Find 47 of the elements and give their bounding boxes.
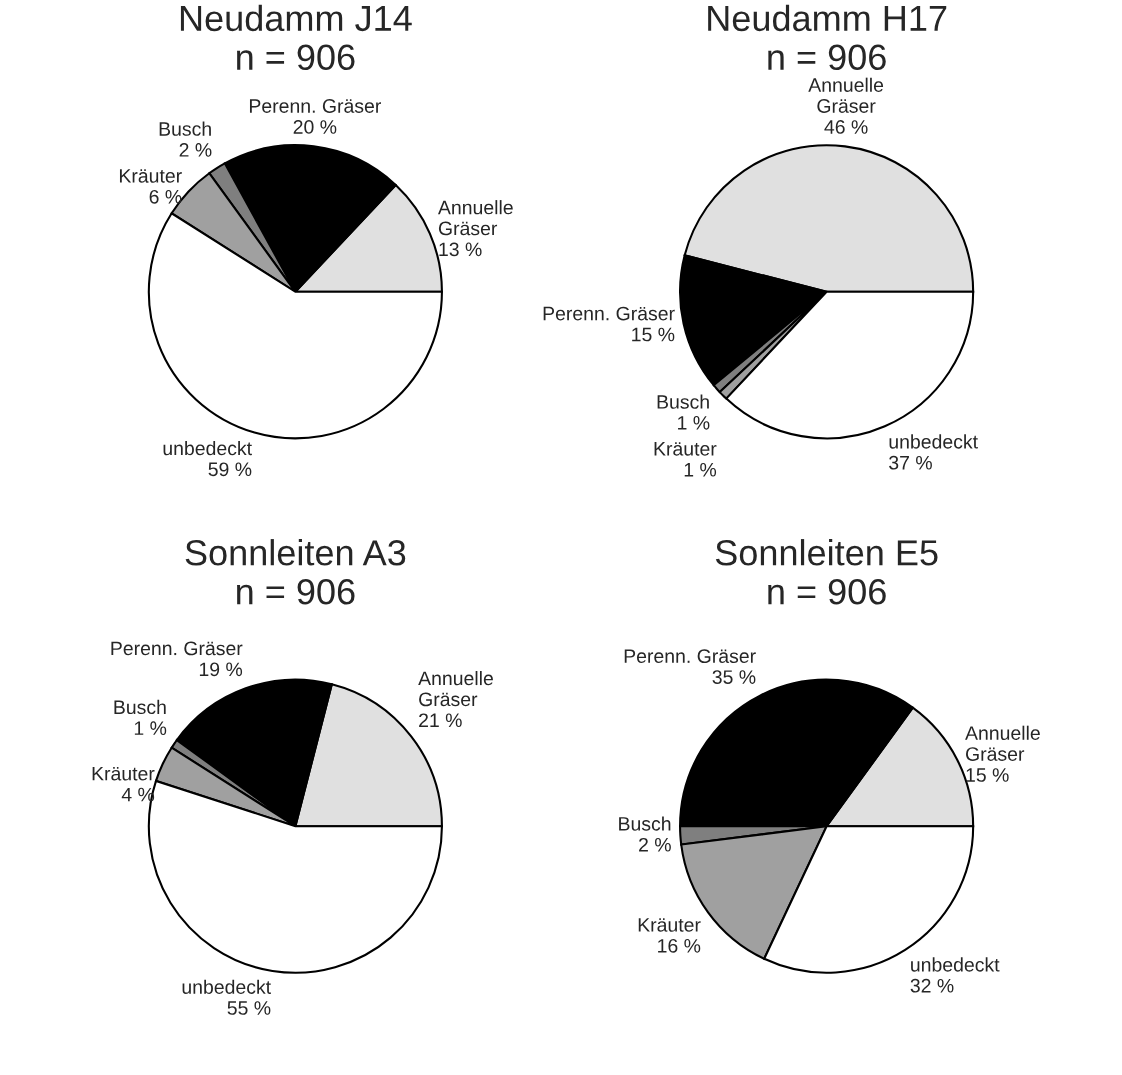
slice-label: Annuelle Gräser	[418, 670, 493, 707]
data-label: 35 %	[712, 670, 756, 684]
data-label: 32 %	[910, 978, 954, 993]
chart-title: Sonnleiten A3	[185, 539, 406, 566]
slice-label: Perenn. Gräser	[249, 99, 381, 113]
data-label: 46 %	[824, 120, 868, 134]
slice-label: Kräuter	[638, 918, 701, 932]
chart-title: Neudamm J14	[180, 4, 412, 32]
data-label: 13 %	[439, 242, 482, 257]
slice-label: Perenn. Gräser	[624, 649, 756, 664]
data-label: 37 %	[889, 455, 932, 470]
slice-label: Busch	[657, 394, 709, 409]
slice-label: Kräuter	[119, 169, 182, 183]
data-label: 15 %	[632, 327, 675, 342]
chart-subtitle: n = 906	[768, 578, 886, 605]
chart-title: Sonnleiten E5	[715, 539, 938, 566]
data-label: 6 %	[149, 189, 182, 204]
data-label: 16 %	[658, 938, 701, 953]
slice-label: unbedeckt	[182, 979, 271, 994]
data-label: 21 %	[419, 713, 462, 728]
data-label: 2 %	[639, 837, 671, 852]
chart-subtitle: n = 906	[237, 578, 355, 605]
slice-label: Annuelle Gräser	[965, 725, 1040, 761]
chart-title: Neudamm H17	[708, 4, 947, 32]
slice-label: unbedeckt	[911, 957, 1000, 972]
data-label: 59 %	[208, 462, 252, 477]
slice-label: unbedeckt	[163, 440, 252, 456]
data-label: 55 %	[227, 1001, 271, 1015]
data-label: 2 %	[179, 143, 212, 157]
slice-label: Busch	[159, 121, 211, 136]
data-label: 15 %	[966, 768, 1009, 782]
data-label: 20 %	[293, 120, 337, 134]
data-label: 1 %	[134, 721, 167, 735]
slice-label: Perenn. Gräser	[543, 306, 675, 321]
slice-label: Annuelle Gräser	[808, 77, 884, 113]
slice-label: unbedeckt	[889, 434, 978, 449]
data-label: 19 %	[199, 662, 243, 677]
slice-label: Busch	[114, 699, 166, 715]
slice-label: Busch	[619, 816, 671, 831]
data-label: 1 %	[684, 462, 717, 477]
chart-subtitle: n = 906	[768, 44, 886, 71]
data-label: 1 %	[678, 416, 710, 430]
slice-label: Kräuter	[654, 442, 717, 456]
chart-subtitle: n = 906	[237, 44, 355, 71]
slice-label: Kräuter	[92, 766, 155, 781]
slice-label: Perenn. Gräser	[111, 641, 243, 656]
slice-label: Annuelle Gräser	[437, 200, 513, 236]
